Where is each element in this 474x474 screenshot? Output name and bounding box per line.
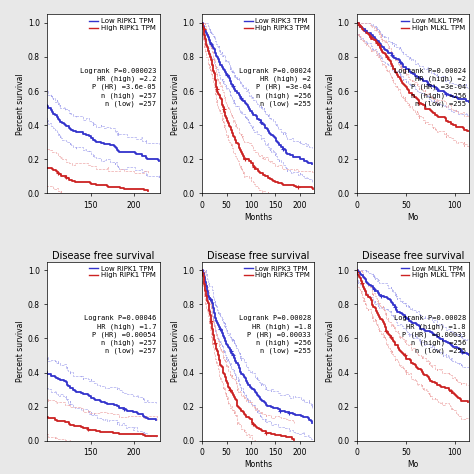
Legend: Low RIPK1 TPM, High RIPK1 TPM: Low RIPK1 TPM, High RIPK1 TPM — [89, 18, 156, 32]
Y-axis label: Percent survival: Percent survival — [171, 320, 180, 382]
X-axis label: Months: Months — [244, 213, 273, 222]
Text: Logrank P=0.00028
HR (high) =1.8
P (HR) =0.00033
n (high) =256
n (low) =255: Logrank P=0.00028 HR (high) =1.8 P (HR) … — [393, 315, 466, 355]
Title: Disease free survival: Disease free survival — [207, 251, 310, 261]
X-axis label: Mo: Mo — [408, 213, 419, 222]
Text: Logrank P=0.00046
HR (high) =1.7
P (HR) =0.00054
n (high) =257
n (low) =257: Logrank P=0.00046 HR (high) =1.7 P (HR) … — [84, 315, 156, 355]
Text: Logrank P=0.00024
HR (high) =2
P (HR) =3e-04
n (high) =256
n (low) =255: Logrank P=0.00024 HR (high) =2 P (HR) =3… — [239, 68, 311, 107]
Legend: Low RIPK3 TPM, High RIPK3 TPM: Low RIPK3 TPM, High RIPK3 TPM — [244, 18, 311, 32]
Legend: Low RIPK1 TPM, High RIPK1 TPM: Low RIPK1 TPM, High RIPK1 TPM — [89, 265, 156, 279]
Y-axis label: Percent survival: Percent survival — [326, 73, 335, 135]
X-axis label: Months: Months — [244, 460, 273, 469]
Y-axis label: Percent survival: Percent survival — [16, 73, 25, 135]
Title: Disease free survival: Disease free survival — [52, 251, 155, 261]
Text: Logrank P=0.00024
HR (high) =2
P (HR) =3e-04
n (high) =256
n (low) =255: Logrank P=0.00024 HR (high) =2 P (HR) =3… — [393, 68, 466, 107]
Legend: Low MLKL TPM, High MLKL TPM: Low MLKL TPM, High MLKL TPM — [400, 265, 466, 279]
Y-axis label: Percent survival: Percent survival — [326, 320, 335, 382]
X-axis label: Mo: Mo — [408, 460, 419, 469]
Legend: Low MLKL TPM, High MLKL TPM: Low MLKL TPM, High MLKL TPM — [400, 18, 466, 32]
Y-axis label: Percent survival: Percent survival — [171, 73, 180, 135]
Title: Disease free survival: Disease free survival — [362, 251, 465, 261]
Text: Logrank P=0.000023
HR (high) =2.2
P (HR) =3.6e-05
n (high) =257
n (low) =257: Logrank P=0.000023 HR (high) =2.2 P (HR)… — [80, 68, 156, 107]
Legend: Low RIPK3 TPM, High RIPK3 TPM: Low RIPK3 TPM, High RIPK3 TPM — [244, 265, 311, 279]
Y-axis label: Percent survival: Percent survival — [16, 320, 25, 382]
Text: Logrank P=0.00028
HR (high) =1.8
P (HR) =0.00033
n (high) =256
n (low) =255: Logrank P=0.00028 HR (high) =1.8 P (HR) … — [239, 315, 311, 355]
